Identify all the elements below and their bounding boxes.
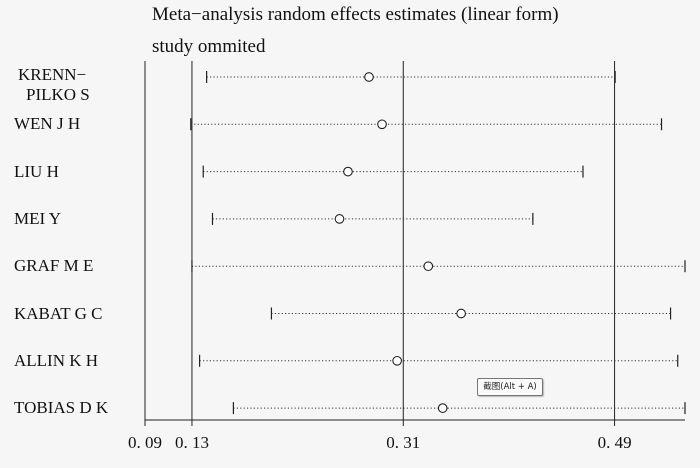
study-label: GRAF M E <box>14 256 93 276</box>
point-estimate-marker <box>456 308 466 319</box>
point-estimate-marker <box>392 355 403 366</box>
point-estimate-marker <box>364 72 374 82</box>
study-label-line: PILKO S <box>26 85 90 104</box>
study-label: ALLIN K H <box>14 351 98 371</box>
point-estimate-marker <box>334 214 345 224</box>
study-label-line: ALLIN K H <box>14 350 99 370</box>
study-label: KABAT G C <box>14 304 102 324</box>
study-label-line: WEN J H <box>14 114 81 134</box>
screenshot-shortcut-chip[interactable]: 截图(Alt + A) <box>477 378 543 396</box>
study-label: MEI Y <box>14 209 61 229</box>
reference-lines <box>191 61 616 420</box>
x-axis-ticks: 0. 09 0. 13 0. 31 0. 49 <box>128 420 632 452</box>
study-rows <box>190 71 686 415</box>
x-tick-label: 0. 09 <box>128 433 162 452</box>
plot-axes <box>144 61 685 421</box>
point-estimate-marker <box>437 403 448 413</box>
x-tick-label: 0. 13 <box>175 433 209 452</box>
x-tick-label: 0. 31 <box>386 433 420 452</box>
x-tick-label: 0. 49 <box>598 433 632 452</box>
study-label-line: LIU H <box>14 161 59 181</box>
chart-title: Meta−analysis random effects estimates (… <box>152 4 559 25</box>
point-estimate-marker <box>377 119 387 130</box>
study-label: TOBIAS D K <box>14 398 108 418</box>
study-label-line: KRENN− <box>18 65 87 84</box>
point-estimate-marker <box>423 261 434 272</box>
chart-subtitle: study ommited <box>152 36 266 57</box>
study-label-line: KABAT G C <box>14 303 103 323</box>
study-label: WEN J H <box>14 114 80 134</box>
study-label-line: MEI Y <box>14 208 62 228</box>
study-label-line: GRAF M E <box>14 256 94 276</box>
study-label-line: TOBIAS D K <box>14 398 109 418</box>
study-label: LIU H <box>14 162 59 182</box>
point-estimate-marker <box>343 166 353 177</box>
study-label: KRENN− PILKO S <box>18 65 90 105</box>
